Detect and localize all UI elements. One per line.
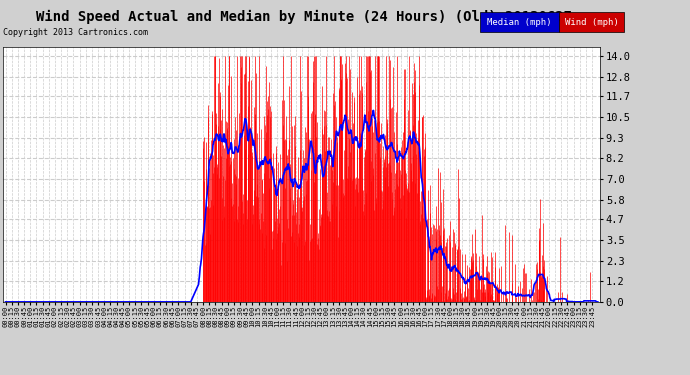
Text: Copyright 2013 Cartronics.com: Copyright 2013 Cartronics.com (3, 28, 148, 37)
Text: Median (mph): Median (mph) (487, 18, 551, 27)
Text: Wind Speed Actual and Median by Minute (24 Hours) (Old) 20130627: Wind Speed Actual and Median by Minute (… (36, 9, 571, 24)
Text: Wind (mph): Wind (mph) (565, 18, 618, 27)
